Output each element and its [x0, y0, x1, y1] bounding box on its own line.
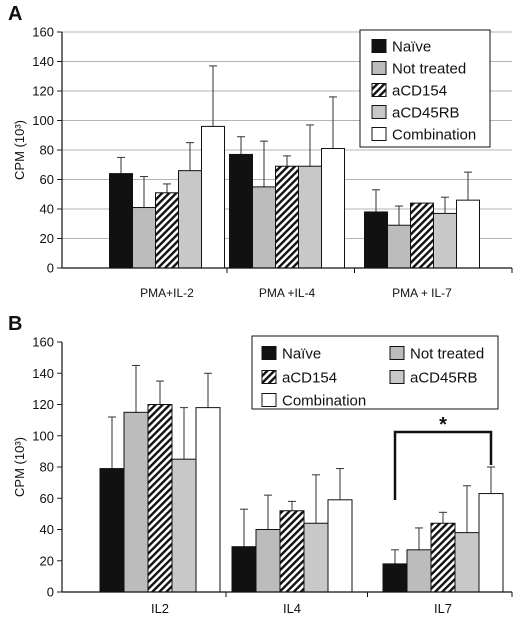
- y-tick-label: 120: [32, 397, 54, 412]
- bar: [279, 510, 305, 593]
- y-tick-label: 20: [40, 553, 54, 568]
- bar: [231, 546, 257, 593]
- bar: [229, 153, 253, 269]
- legend-swatch: [261, 370, 277, 384]
- panel-a: A 0 20 40 60 80 100 120 140 160 CPM (10³) PMA+IL-2 P…: [8, 3, 513, 300]
- y-tick-label: 40: [40, 202, 54, 217]
- y-axis-title: CPM (10³): [12, 437, 27, 497]
- bar: [433, 212, 457, 269]
- y-tick-label: 60: [40, 172, 54, 187]
- x-tick-label: PMA+IL-2: [140, 286, 194, 300]
- significance-bracket: [393, 430, 493, 500]
- bar: [178, 170, 202, 269]
- bar: [387, 224, 411, 269]
- panel-letter: A: [8, 3, 22, 25]
- bar: [255, 529, 281, 593]
- bar: [303, 522, 329, 593]
- legend-label: Combination: [392, 127, 476, 144]
- legend-box: [251, 335, 499, 410]
- legend: Naïve Not treated aCD154 aCD45RB Combination: [251, 335, 499, 410]
- bar: [99, 468, 125, 593]
- legend-swatch: [371, 105, 387, 119]
- legend-swatch: [371, 127, 387, 141]
- bar: [364, 211, 388, 269]
- y-tick-label: 60: [40, 491, 54, 506]
- legend-swatch: [389, 346, 405, 360]
- legend-label: aCD45RB: [410, 370, 478, 387]
- legend-label: Naïve: [392, 39, 431, 56]
- y-tick-label: 140: [32, 366, 54, 381]
- y-tick-label: 40: [40, 522, 54, 537]
- bar: [155, 192, 179, 269]
- bar: [252, 186, 276, 269]
- legend-label: Not treated: [410, 346, 484, 363]
- y-tick-label: 0: [47, 585, 54, 600]
- legend-label: aCD45RB: [392, 105, 460, 122]
- legend-label: Naïve: [282, 346, 321, 363]
- x-tick-label: IL4: [283, 601, 301, 616]
- bar: [201, 125, 225, 269]
- bar: [327, 499, 353, 593]
- legend-swatch: [371, 39, 387, 53]
- legend-label: Not treated: [392, 61, 466, 78]
- x-tick-label: IL7: [434, 601, 452, 616]
- y-tick-label: 0: [47, 261, 54, 276]
- bar: [123, 411, 149, 593]
- y-tick-label: 160: [32, 25, 54, 40]
- bar: [478, 493, 504, 593]
- y-tick-label: 80: [40, 143, 54, 158]
- legend-label: aCD154: [282, 370, 337, 387]
- bar: [454, 532, 480, 593]
- bar: [171, 458, 197, 593]
- legend-swatch: [371, 61, 387, 75]
- x-tick-label: IL2: [151, 601, 169, 616]
- bar: [382, 563, 408, 593]
- bar: [275, 165, 299, 269]
- bar: [195, 407, 221, 593]
- y-tick-label: 120: [32, 84, 54, 99]
- bar: [298, 165, 322, 269]
- legend-label: Combination: [282, 393, 366, 410]
- bar: [430, 522, 456, 593]
- x-tick-label: PMA + IL-7: [392, 286, 452, 300]
- legend-swatch: [261, 346, 277, 360]
- legend-swatch: [389, 370, 405, 384]
- bar: [410, 202, 434, 269]
- x-tick-label: PMA +IL-4: [259, 286, 316, 300]
- bar: [321, 148, 345, 269]
- y-axis-title: CPM (10³): [12, 120, 27, 180]
- significance-marker: *: [439, 414, 447, 436]
- y-tick-label: 100: [32, 113, 54, 128]
- bar: [109, 173, 133, 269]
- legend-swatch: [371, 83, 387, 97]
- bar: [406, 549, 432, 593]
- y-tick-label: 20: [40, 231, 54, 246]
- y-tick-label: 160: [32, 335, 54, 350]
- bar: [132, 207, 156, 269]
- panel-b: B 0 20 40 60 80 100 120 140 160 CPM (10³) IL2 IL4 IL7…: [8, 313, 513, 616]
- legend: Naïve Not treated aCD154 aCD45RB Combination: [359, 29, 491, 148]
- bar: [147, 404, 173, 593]
- legend-label: aCD154: [392, 83, 447, 100]
- legend-swatch: [261, 393, 277, 407]
- y-tick-label: 100: [32, 428, 54, 443]
- bar: [456, 199, 480, 269]
- y-tick-label: 80: [40, 460, 54, 475]
- y-tick-label: 140: [32, 54, 54, 69]
- panel-letter: B: [8, 313, 22, 335]
